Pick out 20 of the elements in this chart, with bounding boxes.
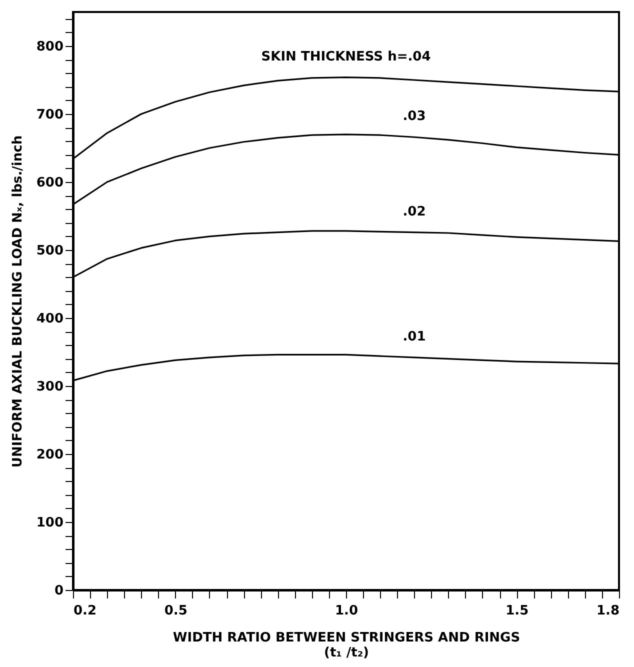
- x-tick-label: 1.5: [506, 604, 529, 618]
- x-axis-title: WIDTH RATIO BETWEEN STRINGERS AND RINGS (t₁ /t₂): [172, 630, 520, 660]
- y-tick-label: 100: [36, 516, 64, 530]
- series-label: SKIN THICKNESS h=.04: [261, 49, 431, 64]
- x-tick-label: 0.5: [164, 604, 188, 618]
- series-label: .01: [402, 329, 426, 344]
- x-tick-label: 1.0: [334, 604, 358, 618]
- y-tick-label: 300: [36, 380, 64, 394]
- x-tick-label: 0.2: [74, 604, 97, 618]
- y-tick-label: 0: [54, 584, 64, 598]
- x-tick-label: 1.8: [596, 604, 620, 618]
- y-tick-label: 400: [36, 312, 64, 326]
- y-tick-label: 500: [36, 244, 64, 258]
- y-tick-label: 800: [36, 40, 64, 54]
- y-axis-title: UNIFORM AXIAL BUCKLING LOAD Nₓ, lbs./inch: [10, 135, 26, 468]
- y-tick-label: 600: [36, 176, 64, 190]
- y-tick-label: 700: [36, 108, 64, 122]
- y-tick-label: 200: [36, 448, 64, 462]
- series-label: .02: [402, 204, 426, 220]
- series-label: .03: [402, 109, 426, 124]
